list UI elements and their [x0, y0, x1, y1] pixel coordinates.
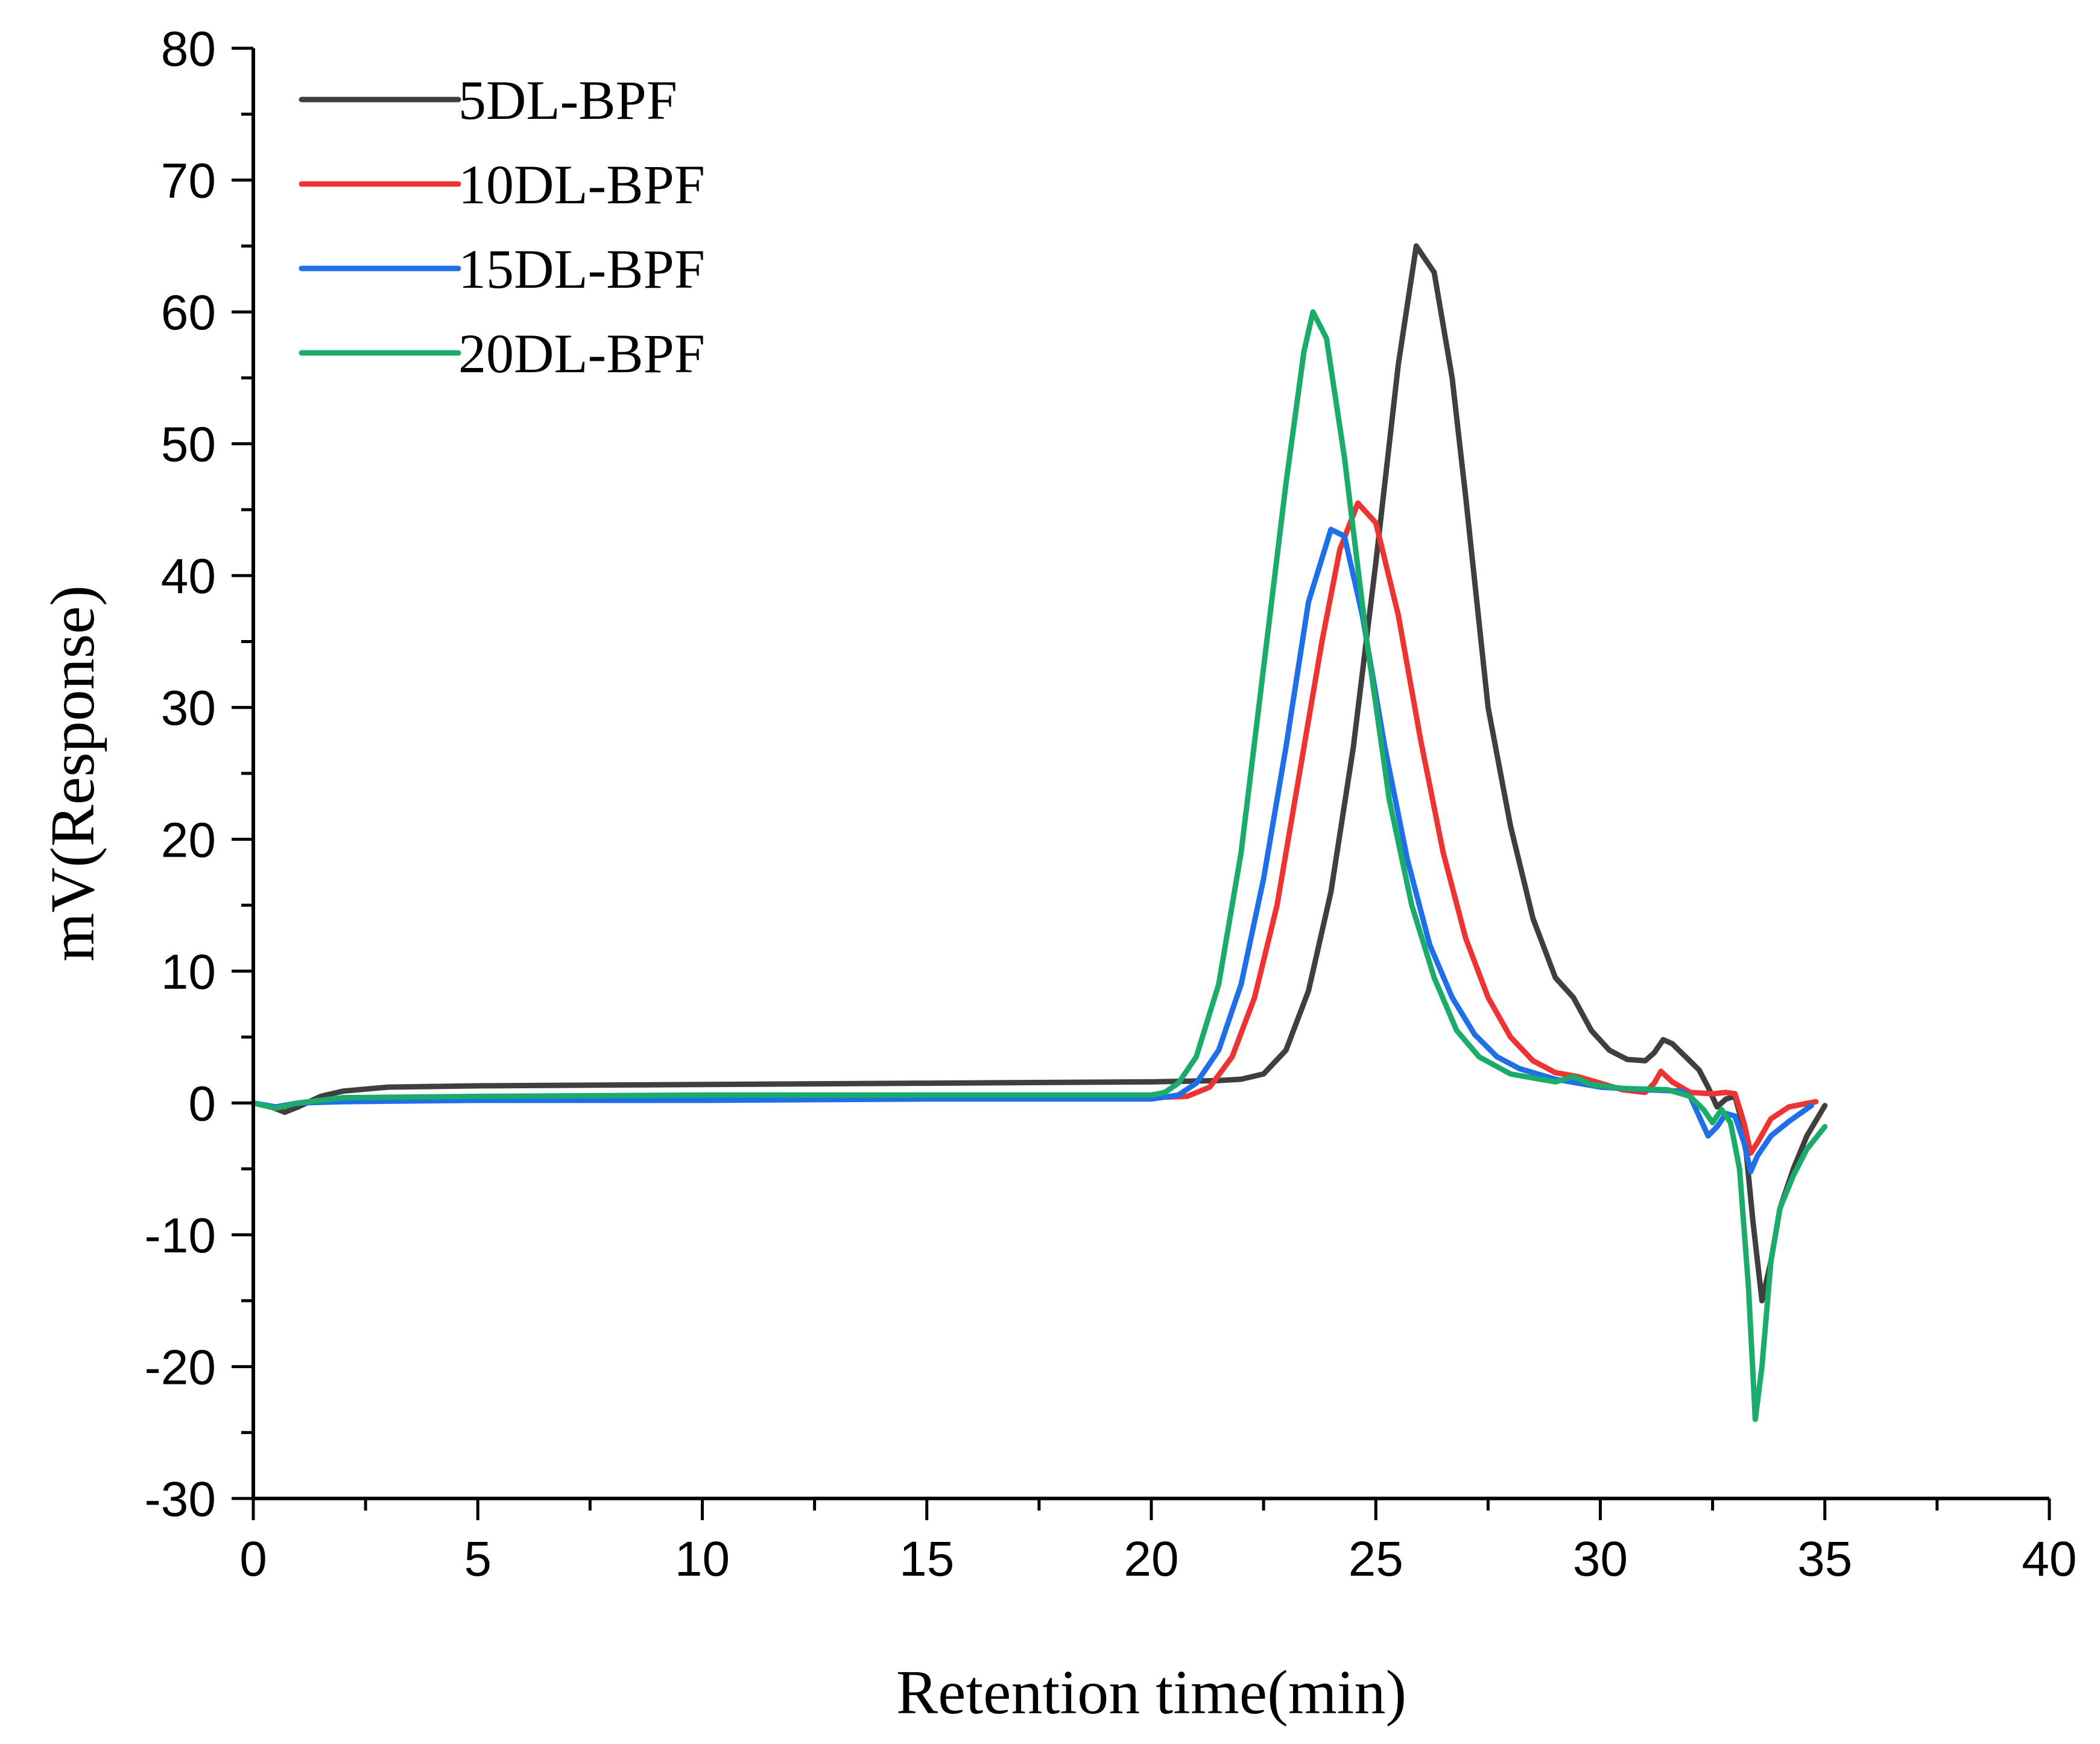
legend: 5DL-BPF 10DL-BPF 15DL-BPF 20DL-BPF	[299, 69, 705, 384]
x-tick-label: 30	[1573, 1532, 1628, 1587]
x-tick-label: 25	[1349, 1532, 1403, 1587]
axes-layer: 0 5 10 15 20 25 30 35 40 -30 -20 -10 0 10 20 30 40 50 60 70…	[144, 22, 2076, 1587]
x-tick-label: 20	[1124, 1532, 1178, 1587]
y-tick-label: 0	[188, 1076, 216, 1131]
series-layer	[250, 243, 1828, 1422]
x-tick-label: 35	[1797, 1532, 1852, 1587]
series-line-15dl-bpf	[250, 527, 1814, 1175]
y-tick-label: 80	[161, 22, 216, 77]
y-tick-label: -30	[144, 1472, 216, 1527]
x-tick-label: 10	[675, 1532, 730, 1587]
series-line-5dl-bpf	[250, 243, 1828, 1304]
x-tick-label: 40	[2022, 1532, 2076, 1587]
y-tick-label: 40	[161, 549, 216, 604]
y-tick-label: -10	[144, 1208, 216, 1263]
y-tick-label: 60	[161, 285, 216, 340]
y-tick-label: 10	[161, 945, 216, 1000]
series-line-10dl-bpf	[250, 500, 1819, 1156]
x-tick-label: 0	[239, 1532, 267, 1587]
y-tick-label: 50	[161, 417, 216, 472]
x-tick-label: 15	[899, 1532, 954, 1587]
y-tick-label: 30	[161, 681, 216, 736]
y-axis-title: mV(Response)	[38, 585, 107, 962]
series-line-20dl-bpf	[250, 309, 1828, 1422]
x-tick-label: 5	[464, 1532, 492, 1587]
y-tick-label: -20	[144, 1340, 216, 1395]
y-tick-label: 20	[161, 813, 216, 867]
legend-label: 5DL-BPF	[458, 69, 677, 131]
x-axis-title: Retention time(min)	[896, 1658, 1406, 1727]
legend-label: 20DL-BPF	[458, 323, 705, 384]
y-tick-label: 70	[161, 154, 216, 209]
legend-label: 10DL-BPF	[458, 154, 705, 215]
legend-label: 15DL-BPF	[458, 238, 705, 300]
